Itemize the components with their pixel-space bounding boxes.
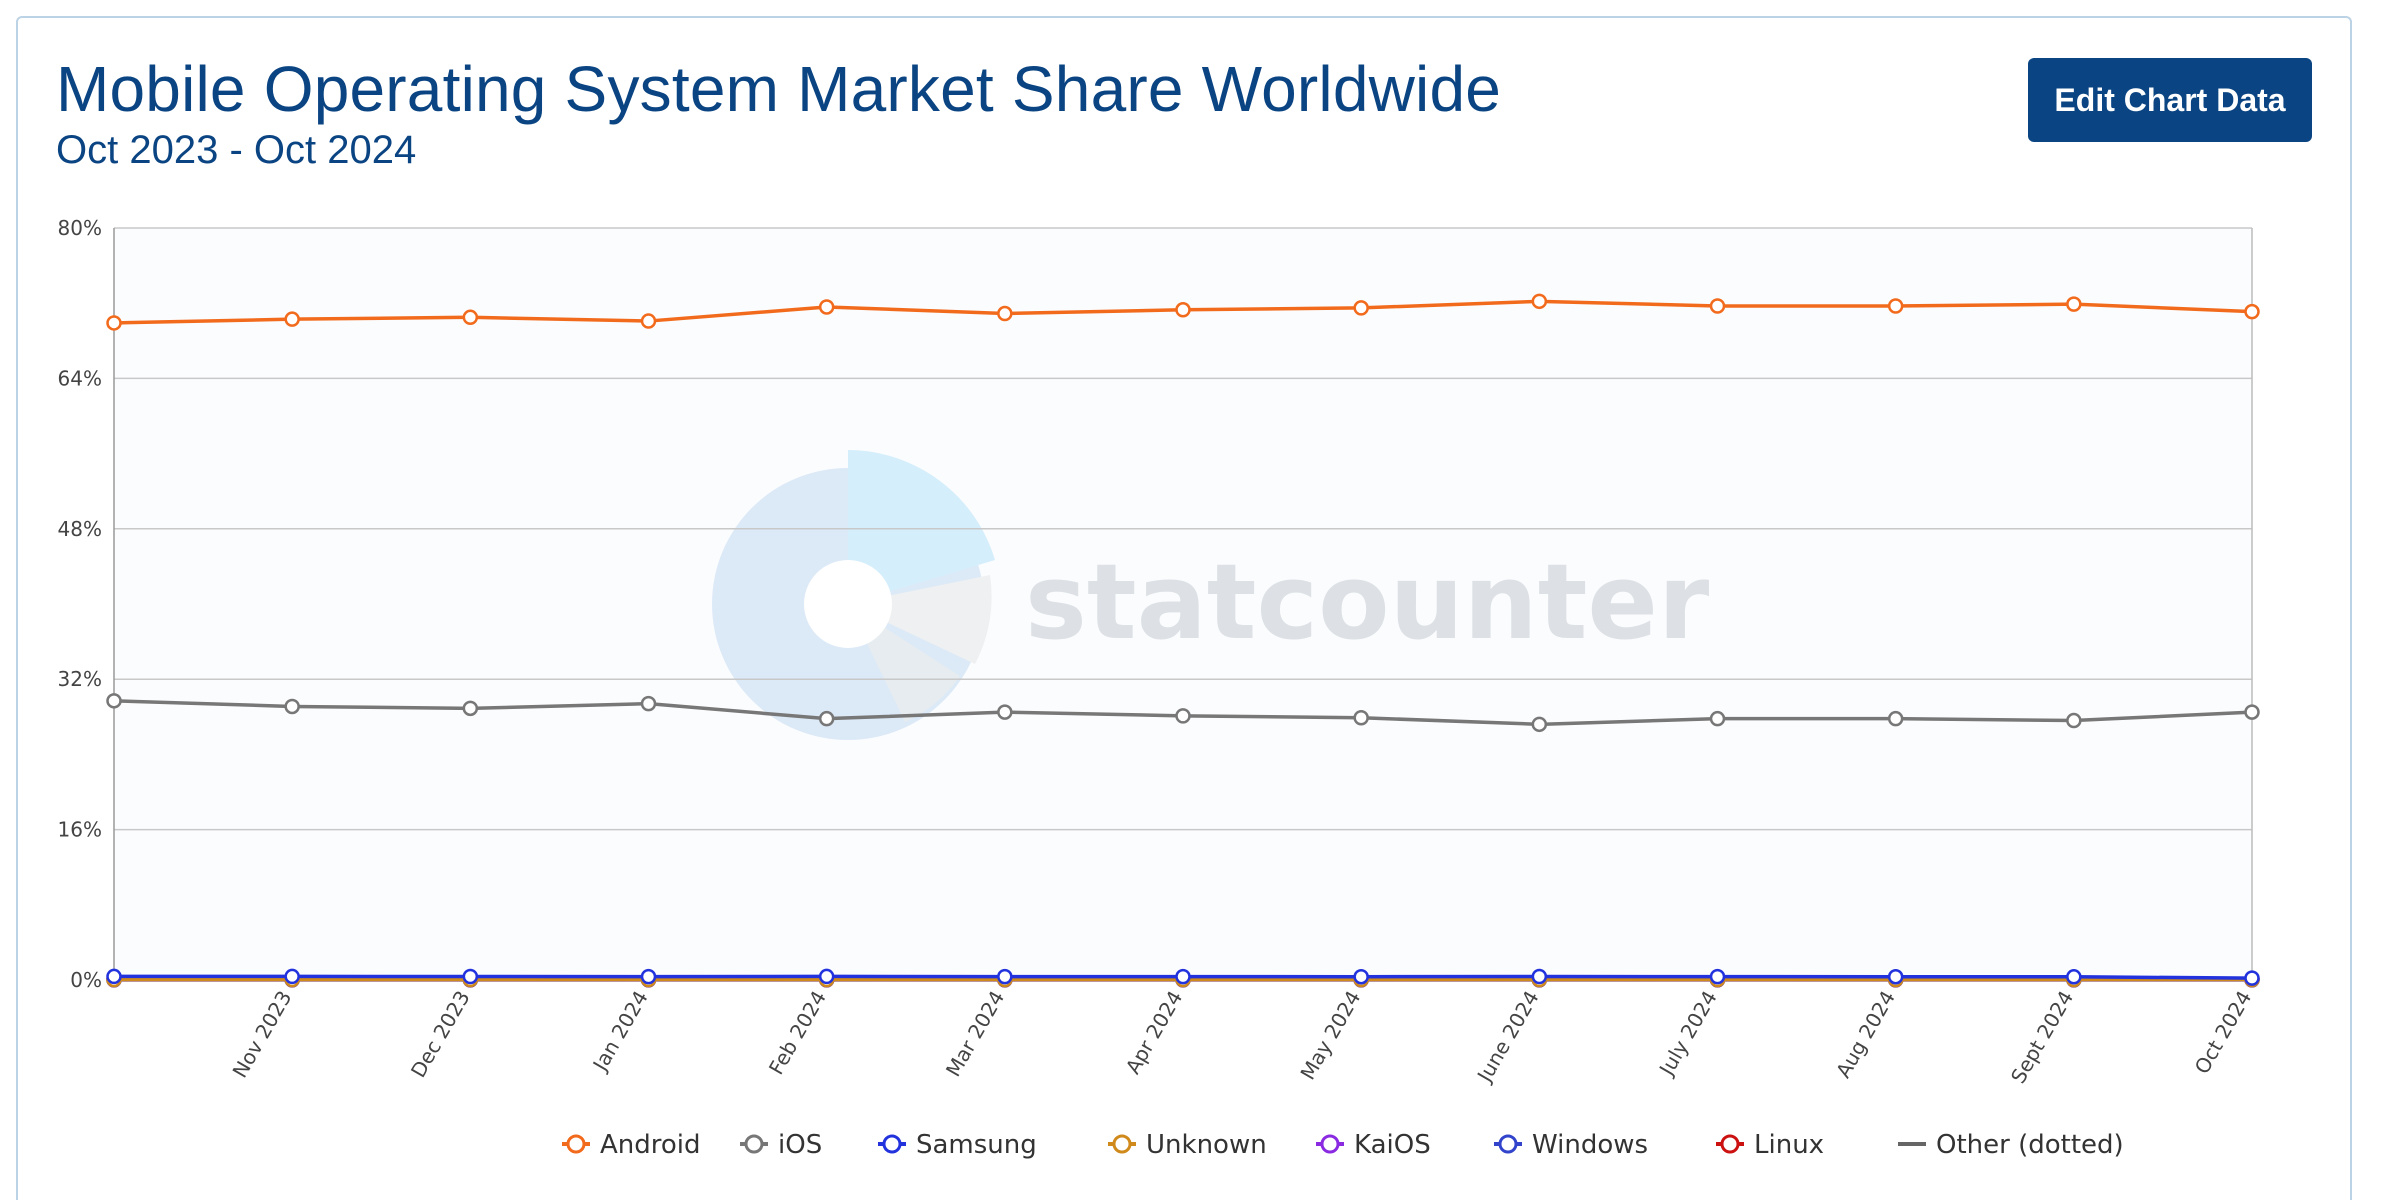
legend-item-unknown[interactable]: Unknown bbox=[1108, 1130, 1267, 1160]
data-point[interactable] bbox=[1709, 710, 1726, 727]
data-point[interactable] bbox=[997, 704, 1013, 720]
legend-marker bbox=[1720, 1134, 1740, 1154]
x-tick-label: Nov 2023 bbox=[228, 987, 297, 1082]
data-point[interactable] bbox=[997, 968, 1013, 985]
data-point[interactable] bbox=[1709, 298, 1726, 314]
data-point[interactable] bbox=[1353, 300, 1369, 316]
legend-item-windows[interactable]: Windows bbox=[1494, 1130, 1648, 1160]
data-point[interactable] bbox=[1353, 968, 1369, 985]
legend-marker bbox=[882, 1134, 902, 1154]
legend-marker bbox=[1112, 1134, 1132, 1154]
legend-item-linux[interactable]: Linux bbox=[1716, 1130, 1824, 1160]
x-tick-label: June 2024 bbox=[1471, 987, 1543, 1088]
legend-item-samsung[interactable]: Samsung bbox=[878, 1130, 1037, 1160]
y-tick-label: 32% bbox=[58, 667, 102, 691]
x-tick-label: Jan 2024 bbox=[587, 987, 653, 1077]
legend-label: Linux bbox=[1754, 1130, 1824, 1160]
data-point[interactable] bbox=[2244, 303, 2260, 320]
legend-label: iOS bbox=[778, 1130, 822, 1160]
legend-marker bbox=[744, 1134, 764, 1154]
legend-item-ios[interactable]: iOS bbox=[740, 1130, 822, 1160]
data-point[interactable] bbox=[284, 968, 300, 985]
data-point[interactable] bbox=[106, 315, 122, 331]
legend-item-kaios[interactable]: KaiOS bbox=[1316, 1130, 1431, 1160]
legend-marker bbox=[1498, 1134, 1518, 1154]
data-point[interactable] bbox=[2244, 970, 2260, 986]
legend-label: Android bbox=[600, 1130, 701, 1160]
date-range-subtitle: Oct 2023 - Oct 2024 bbox=[56, 128, 417, 172]
data-point[interactable] bbox=[818, 968, 835, 985]
y-tick-label: 48% bbox=[58, 517, 102, 541]
series-samsung bbox=[106, 968, 2260, 986]
x-tick-label: Mar 2024 bbox=[941, 986, 1009, 1080]
y-tick-label: 80% bbox=[58, 216, 102, 240]
plot-area bbox=[114, 228, 2252, 980]
x-tick-label: Sept 2024 bbox=[2006, 987, 2078, 1088]
data-point[interactable] bbox=[1175, 968, 1191, 985]
data-point[interactable] bbox=[2066, 969, 2082, 985]
data-point[interactable] bbox=[1887, 298, 1904, 314]
edit-chart-data-button[interactable]: Edit Chart Data bbox=[2028, 58, 2312, 142]
data-point[interactable] bbox=[997, 305, 1013, 322]
data-point[interactable] bbox=[106, 968, 122, 985]
data-point[interactable] bbox=[106, 693, 122, 709]
data-point[interactable] bbox=[284, 311, 300, 327]
y-tick-label: 16% bbox=[58, 818, 102, 842]
legend-marker bbox=[1320, 1134, 1340, 1154]
data-point[interactable] bbox=[640, 695, 657, 712]
x-tick-label: Oct 2024 bbox=[2190, 987, 2257, 1079]
y-tick-label: 64% bbox=[58, 366, 102, 390]
watermark-text: statcounter bbox=[1025, 541, 1709, 663]
data-point[interactable] bbox=[284, 698, 300, 715]
legend-label: KaiOS bbox=[1354, 1130, 1431, 1160]
y-tick-label: 0% bbox=[70, 968, 102, 992]
data-point[interactable] bbox=[1175, 708, 1191, 724]
legend-marker bbox=[566, 1134, 586, 1154]
x-tick-label: Dec 2023 bbox=[406, 987, 475, 1082]
legend-item-other-dotted[interactable]: Other (dotted) bbox=[1898, 1130, 2124, 1160]
data-point[interactable] bbox=[1709, 968, 1726, 985]
legend-label: Windows bbox=[1532, 1130, 1648, 1160]
series-ios bbox=[106, 693, 2260, 733]
data-point[interactable] bbox=[1175, 302, 1191, 318]
x-tick-label: July 2024 bbox=[1653, 987, 1721, 1081]
page-title: Mobile Operating System Market Share Wor… bbox=[56, 53, 1502, 125]
data-point[interactable] bbox=[462, 968, 479, 985]
data-point[interactable] bbox=[1531, 716, 1548, 733]
statcounter-logo-icon bbox=[712, 450, 995, 740]
legend-label: Other (dotted) bbox=[1936, 1130, 2124, 1160]
x-tick-label: May 2024 bbox=[1295, 987, 1365, 1084]
data-point[interactable] bbox=[1531, 968, 1548, 985]
data-point[interactable] bbox=[1887, 710, 1904, 727]
legend-item-android[interactable]: Android bbox=[562, 1130, 701, 1160]
legend-label: Unknown bbox=[1146, 1130, 1267, 1160]
data-point[interactable] bbox=[462, 700, 479, 717]
data-point[interactable] bbox=[640, 968, 657, 985]
statcounter-watermark: statcounter bbox=[712, 450, 1709, 740]
data-point[interactable] bbox=[640, 313, 657, 329]
data-point[interactable] bbox=[2244, 704, 2260, 720]
data-point[interactable] bbox=[1531, 293, 1548, 310]
data-point[interactable] bbox=[462, 309, 479, 326]
data-point[interactable] bbox=[1887, 968, 1904, 985]
data-point[interactable] bbox=[818, 299, 835, 315]
series-android bbox=[106, 293, 2260, 331]
data-point[interactable] bbox=[818, 710, 835, 727]
data-point[interactable] bbox=[2066, 712, 2082, 729]
legend-label: Samsung bbox=[916, 1130, 1037, 1160]
x-tick-label: Feb 2024 bbox=[764, 987, 831, 1079]
data-point[interactable] bbox=[2066, 296, 2082, 312]
data-point[interactable] bbox=[1353, 709, 1369, 726]
x-tick-label: Apr 2024 bbox=[1121, 987, 1188, 1079]
x-tick-label: Aug 2024 bbox=[1831, 987, 1900, 1082]
